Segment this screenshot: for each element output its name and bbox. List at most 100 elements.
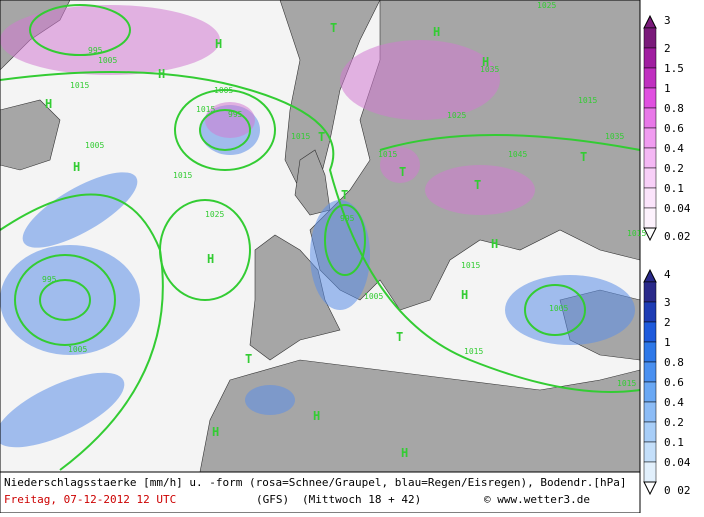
isobar-label: 1035 bbox=[480, 65, 499, 74]
rain-area bbox=[505, 275, 635, 345]
isobar bbox=[199, 109, 251, 151]
pressure-center: H bbox=[313, 409, 320, 423]
pressure-center: H bbox=[215, 37, 222, 51]
isobar-label: 1035 bbox=[605, 132, 624, 141]
legend-label: 4 bbox=[664, 268, 671, 281]
rain-area bbox=[310, 200, 370, 310]
pressure-center: H bbox=[482, 55, 489, 69]
isobar-label: 995 bbox=[228, 110, 243, 119]
pressure-center: H bbox=[401, 446, 408, 460]
rain-area bbox=[22, 172, 138, 248]
legend-swatch bbox=[643, 341, 657, 363]
legend-label: 0.04 bbox=[664, 456, 691, 469]
isobar-label: 1015 bbox=[378, 150, 397, 159]
legend-label: 0.4 bbox=[664, 396, 684, 409]
isobar-label: 1005 bbox=[85, 141, 104, 150]
isobar-label: 1025 bbox=[537, 1, 556, 10]
legend-label: 0.8 bbox=[664, 356, 684, 369]
legend-label: 0.1 bbox=[664, 182, 684, 195]
isobar-label: 1005 bbox=[364, 292, 383, 301]
isobar-label: 995 bbox=[88, 46, 103, 55]
iberia-france bbox=[249, 234, 341, 361]
legend-arrow bbox=[643, 268, 657, 283]
pressure-center: T bbox=[474, 178, 481, 192]
legend-swatch bbox=[643, 301, 657, 323]
model: (GFS) bbox=[256, 493, 289, 506]
pressure-center: T bbox=[245, 352, 252, 366]
legend-label: 0.2 bbox=[664, 162, 684, 175]
pressure-center: H bbox=[73, 160, 80, 174]
legend-swatch bbox=[643, 281, 657, 303]
legend-label: 2 bbox=[664, 42, 671, 55]
isobar-label: 1005 bbox=[214, 86, 233, 95]
isobar-label: 1005 bbox=[98, 56, 117, 65]
legend-label: 0 02 bbox=[664, 484, 691, 497]
pressure-center: H bbox=[433, 25, 440, 39]
legend-label: 0.6 bbox=[664, 376, 684, 389]
legend-label: 1 bbox=[664, 82, 671, 95]
caption: Niederschlagsstaerke [mm/h] u. -form (ro… bbox=[4, 476, 627, 489]
isobar bbox=[174, 89, 276, 171]
isobar-label: 995 bbox=[340, 214, 355, 223]
isobar-label: 1015 bbox=[617, 379, 636, 388]
date: Freitag, 07-12-2012 12 UTC bbox=[4, 493, 176, 506]
legend-label: 0.2 bbox=[664, 416, 684, 429]
legend-swatch bbox=[643, 361, 657, 383]
isobar bbox=[524, 284, 586, 336]
legend-swatch bbox=[643, 147, 657, 169]
legend-swatch bbox=[643, 441, 657, 463]
legend-swatch bbox=[643, 107, 657, 129]
legend-swatch bbox=[643, 321, 657, 343]
pressure-center: H bbox=[212, 425, 219, 439]
legend-label: 3 bbox=[664, 14, 671, 27]
africa bbox=[199, 359, 641, 473]
legend-swatch bbox=[643, 167, 657, 189]
legend-label: 0.02 bbox=[664, 230, 691, 243]
isobar bbox=[324, 204, 366, 276]
isobar-label: 1015 bbox=[291, 132, 310, 141]
legend-swatch bbox=[643, 461, 657, 483]
run: (Mittwoch 18 + 42) bbox=[302, 493, 421, 506]
caption-box bbox=[0, 471, 641, 514]
land bbox=[0, 0, 641, 473]
legend-swatch bbox=[643, 381, 657, 403]
legend-swatch bbox=[643, 67, 657, 89]
isobar-label: 1045 bbox=[508, 150, 527, 159]
pressure-center: T bbox=[341, 188, 348, 202]
legend-label: 0.1 bbox=[664, 436, 684, 449]
pressure-center: T bbox=[399, 165, 406, 179]
pressure-center: H bbox=[158, 67, 165, 81]
isobar bbox=[14, 254, 116, 346]
legend-swatch bbox=[643, 127, 657, 149]
legend-label: 0.8 bbox=[664, 102, 684, 115]
isobar-label: 1015 bbox=[464, 347, 483, 356]
legend-label: 0.04 bbox=[664, 202, 691, 215]
legend-label: 1 bbox=[664, 336, 671, 349]
legend-arrow bbox=[643, 481, 657, 496]
legend-swatch bbox=[643, 47, 657, 69]
pressure-center: H bbox=[45, 97, 52, 111]
legend-label: 0.6 bbox=[664, 122, 684, 135]
isobar bbox=[39, 279, 91, 321]
legend-swatch bbox=[643, 187, 657, 209]
legend-label: 0.4 bbox=[664, 142, 684, 155]
legends: 3 2 1.5 1 0.8 0.6 0.4 0.2 0.1 0.04 0.02 4 3 2 1 0.8 0.6 0… bbox=[643, 14, 691, 497]
pressure-center: T bbox=[396, 330, 403, 344]
rain-area bbox=[0, 245, 140, 355]
isobar-label: 1005 bbox=[68, 345, 87, 354]
pressure-center: H bbox=[491, 237, 498, 251]
legend-swatch bbox=[643, 401, 657, 423]
legend-label: 1.5 bbox=[664, 62, 684, 75]
snow-area bbox=[380, 147, 420, 183]
snow-area bbox=[0, 5, 220, 75]
pressure-center: H bbox=[461, 288, 468, 302]
legend-swatch bbox=[643, 207, 657, 229]
isobar-label: 1015 bbox=[578, 96, 597, 105]
isobar-label: 1005 bbox=[549, 304, 568, 313]
legend-swatch bbox=[643, 27, 657, 49]
pressure-center: T bbox=[318, 130, 325, 144]
isobar-label: 1015 bbox=[70, 81, 89, 90]
pressure-center: H bbox=[207, 252, 214, 266]
isobar-label: 995 bbox=[42, 275, 57, 284]
